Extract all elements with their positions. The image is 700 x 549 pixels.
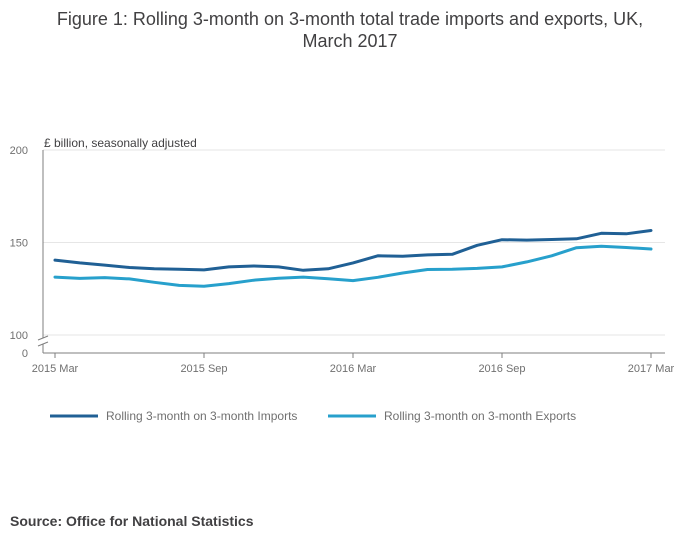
x-tick-label: 2016 Mar xyxy=(330,363,377,375)
y-axis-unit-label: £ billion, seasonally adjusted xyxy=(44,136,197,150)
chart-title-line-1: Figure 1: Rolling 3-month on 3-month tot… xyxy=(56,9,644,29)
legend-label: Rolling 3-month on 3-month Exports xyxy=(384,409,576,423)
axis-break-mark xyxy=(37,335,49,341)
x-tick-label: 2017 Mar xyxy=(628,363,675,375)
x-tick-label: 2016 Sep xyxy=(478,363,525,375)
axes: 0 100 150 200 2015 Mar 2015 Sep 2016 Mar 2016 S… xyxy=(10,136,675,375)
y-tick-label-100: 100 xyxy=(10,330,28,342)
legend-item: Rolling 3-month on 3-month Exports xyxy=(328,409,576,423)
x-tick-label: 2015 Mar xyxy=(32,363,79,375)
legend-label: Rolling 3-month on 3-month Imports xyxy=(106,409,297,423)
chart-title: Figure 1: Rolling 3-month on 3-month tot… xyxy=(0,8,700,52)
y-tick-label-200: 200 xyxy=(10,145,28,157)
imports-line xyxy=(53,229,653,272)
source-note: Source: Office for National Statistics xyxy=(10,513,254,529)
y-tick-label-150: 150 xyxy=(10,238,28,250)
axis-break-mark xyxy=(37,341,49,347)
legend-item: Rolling 3-month on 3-month Imports xyxy=(50,409,297,423)
x-tick-label: 2015 Sep xyxy=(180,363,227,375)
y-tick-label-0: 0 xyxy=(22,348,28,360)
chart-title-line-2: March 2017 xyxy=(302,31,398,51)
legend: Rolling 3-month on 3-month Imports Rollin… xyxy=(50,409,576,423)
exports-line xyxy=(53,244,653,288)
gridlines xyxy=(43,149,665,336)
series-lines xyxy=(53,229,653,288)
line-chart: 0 100 150 200 2015 Mar 2015 Sep 2016 Mar 2016 S… xyxy=(10,136,675,423)
